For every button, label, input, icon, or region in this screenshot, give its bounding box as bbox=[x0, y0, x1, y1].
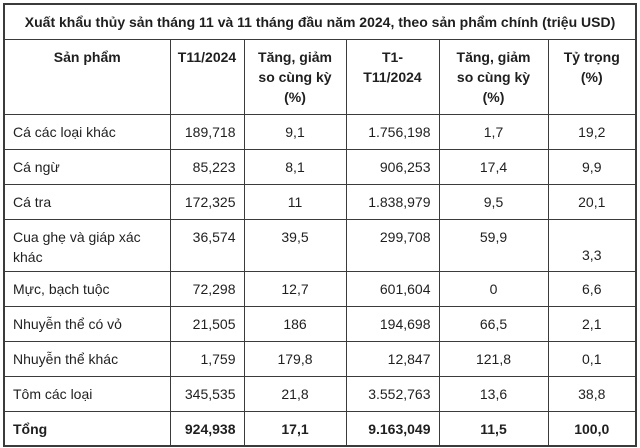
value-cell-t11: 172,325 bbox=[169, 183, 245, 220]
value-cell-share: 20,1 bbox=[547, 183, 637, 220]
value-cell-growth-ytd: 17,4 bbox=[438, 148, 549, 185]
product-cell: Tôm các loại bbox=[3, 375, 171, 412]
table-row: Cua ghẹ và giáp xác khác 36,574 39,5 299… bbox=[3, 218, 637, 272]
value-cell-growth-ytd: 1,7 bbox=[438, 113, 549, 150]
total-value-cell-ytd: 9.163,049 bbox=[345, 410, 440, 447]
total-value-cell-growth-month: 17,1 bbox=[243, 410, 347, 447]
value-cell-ytd: 3.552,763 bbox=[345, 375, 440, 412]
column-header-product: Sản phẩm bbox=[3, 38, 171, 115]
table-row: Tôm các loại 345,535 21,8 3.552,763 13,6… bbox=[3, 375, 637, 412]
value-cell-ytd: 194,698 bbox=[345, 305, 440, 342]
table-row: Mực, bạch tuộc 72,298 12,7 601,604 0 6,6 bbox=[3, 270, 637, 307]
value-cell-ytd: 601,604 bbox=[345, 270, 440, 307]
value-cell-share: 9,9 bbox=[547, 148, 637, 185]
table-row: Nhuyễn thể có vỏ 21,505 186 194,698 66,5… bbox=[3, 305, 637, 342]
value-cell-growth-month: 21,8 bbox=[243, 375, 347, 412]
product-cell: Cá tra bbox=[3, 183, 171, 220]
value-cell-growth-ytd: 13,6 bbox=[438, 375, 549, 412]
value-cell-t11: 1,759 bbox=[169, 340, 245, 377]
value-cell-share: 38,8 bbox=[547, 375, 637, 412]
table-title-row: Xuất khẩu thủy sản tháng 11 và 11 tháng … bbox=[3, 3, 637, 40]
product-cell: Cua ghẹ và giáp xác khác bbox=[3, 218, 171, 272]
product-cell: Nhuyễn thể khác bbox=[3, 340, 171, 377]
value-cell-t11: 72,298 bbox=[169, 270, 245, 307]
seafood-export-table: Xuất khẩu thủy sản tháng 11 và 11 tháng … bbox=[3, 3, 637, 447]
value-cell-share: 0,1 bbox=[547, 340, 637, 377]
value-cell-growth-month: 11 bbox=[243, 183, 347, 220]
value-cell-growth-month: 39,5 bbox=[243, 218, 347, 272]
table-row: Cá ngừ 85,223 8,1 906,253 17,4 9,9 bbox=[3, 148, 637, 185]
value-cell-ytd: 299,708 bbox=[345, 218, 440, 272]
table-row: Cá tra 172,325 11 1.838,979 9,5 20,1 bbox=[3, 183, 637, 220]
value-cell-t11: 36,574 bbox=[169, 218, 245, 272]
value-cell-growth-ytd: 0 bbox=[438, 270, 549, 307]
value-cell-t11: 189,718 bbox=[169, 113, 245, 150]
value-cell-t11: 85,223 bbox=[169, 148, 245, 185]
product-cell: Mực, bạch tuộc bbox=[3, 270, 171, 307]
value-cell-growth-ytd: 66,5 bbox=[438, 305, 549, 342]
column-header-t1-t11-2024: T1- T11/2024 bbox=[345, 38, 440, 115]
column-header-share: Tỷ trọng (%) bbox=[547, 38, 637, 115]
total-label-cell: Tổng bbox=[3, 410, 171, 447]
value-cell-t11: 345,535 bbox=[169, 375, 245, 412]
total-value-cell-growth-ytd: 11,5 bbox=[438, 410, 549, 447]
value-cell-ytd: 906,253 bbox=[345, 148, 440, 185]
value-cell-share: 3,3 bbox=[547, 218, 637, 272]
value-cell-share: 6,6 bbox=[547, 270, 637, 307]
value-cell-share: 19,2 bbox=[547, 113, 637, 150]
value-cell-growth-month: 179,8 bbox=[243, 340, 347, 377]
column-header-growth-month: Tăng, giảm so cùng kỳ (%) bbox=[243, 38, 347, 115]
product-cell: Cá các loại khác bbox=[3, 113, 171, 150]
table-row: Cá các loại khác 189,718 9,1 1.756,198 1… bbox=[3, 113, 637, 150]
value-cell-t11: 21,505 bbox=[169, 305, 245, 342]
value-cell-ytd: 1.756,198 bbox=[345, 113, 440, 150]
value-cell-growth-month: 12,7 bbox=[243, 270, 347, 307]
table-title: Xuất khẩu thủy sản tháng 11 và 11 tháng … bbox=[3, 3, 637, 40]
value-cell-growth-ytd: 59,9 bbox=[438, 218, 549, 272]
value-cell-growth-month: 8,1 bbox=[243, 148, 347, 185]
product-cell: Nhuyễn thể có vỏ bbox=[3, 305, 171, 342]
column-header-growth-ytd: Tăng, giảm so cùng kỳ (%) bbox=[438, 38, 549, 115]
total-value-cell-share: 100,0 bbox=[547, 410, 637, 447]
value-cell-ytd: 1.838,979 bbox=[345, 183, 440, 220]
value-cell-growth-month: 9,1 bbox=[243, 113, 347, 150]
value-cell-share: 2,1 bbox=[547, 305, 637, 342]
total-value-cell-t11: 924,938 bbox=[169, 410, 245, 447]
table-row: Nhuyễn thể khác 1,759 179,8 12,847 121,8… bbox=[3, 340, 637, 377]
table-total-row: Tổng 924,938 17,1 9.163,049 11,5 100,0 bbox=[3, 410, 637, 447]
value-cell-growth-ytd: 9,5 bbox=[438, 183, 549, 220]
column-header-t11-2024: T11/2024 bbox=[169, 38, 245, 115]
value-cell-ytd: 12,847 bbox=[345, 340, 440, 377]
value-cell-growth-month: 186 bbox=[243, 305, 347, 342]
table-header-row: Sản phẩm T11/2024 Tăng, giảm so cùng kỳ … bbox=[3, 38, 637, 115]
value-cell-growth-ytd: 121,8 bbox=[438, 340, 549, 377]
product-cell: Cá ngừ bbox=[3, 148, 171, 185]
